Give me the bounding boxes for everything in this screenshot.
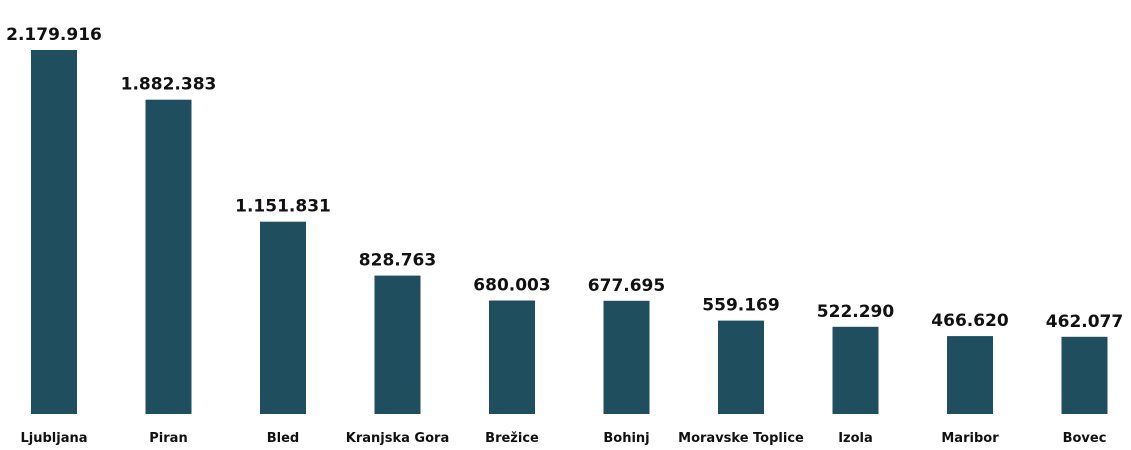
category-label-3: Bled: [267, 431, 300, 446]
bar-7: [718, 320, 764, 414]
value-label-5: 680.003: [473, 276, 550, 296]
bar-3: [260, 221, 306, 414]
value-label-6: 677.695: [588, 276, 665, 296]
value-label-1: 2.179.916: [6, 25, 102, 45]
category-label-7: Moravske Toplice: [678, 431, 804, 446]
bar-4: [374, 275, 421, 414]
category-label-4: Kranjska Gora: [346, 431, 449, 446]
bar-9: [947, 336, 993, 414]
value-label-4: 828.763: [359, 251, 436, 271]
bar-6: [603, 300, 650, 414]
bar-2: [145, 99, 192, 414]
value-label-10: 462.077: [1046, 312, 1123, 332]
category-label-5: Brežice: [485, 431, 539, 446]
value-label-8: 522.290: [817, 302, 895, 322]
bar-1: [31, 50, 77, 414]
category-label-10: Bovec: [1063, 431, 1107, 446]
value-label-9: 466.620: [931, 311, 1009, 331]
category-label-1: Ljubljana: [20, 431, 87, 446]
bar-10: [1061, 336, 1108, 414]
category-label-9: Maribor: [941, 431, 999, 446]
category-label-2: Piran: [149, 431, 187, 446]
category-label-8: Izola: [838, 431, 873, 446]
value-label-7: 559.169: [702, 296, 779, 316]
bar-5: [489, 300, 535, 414]
bar-8: [832, 326, 879, 414]
value-label-2: 1.882.383: [121, 75, 217, 95]
value-label-3: 1.151.831: [235, 197, 331, 217]
category-label-6: Bohinj: [603, 431, 649, 446]
